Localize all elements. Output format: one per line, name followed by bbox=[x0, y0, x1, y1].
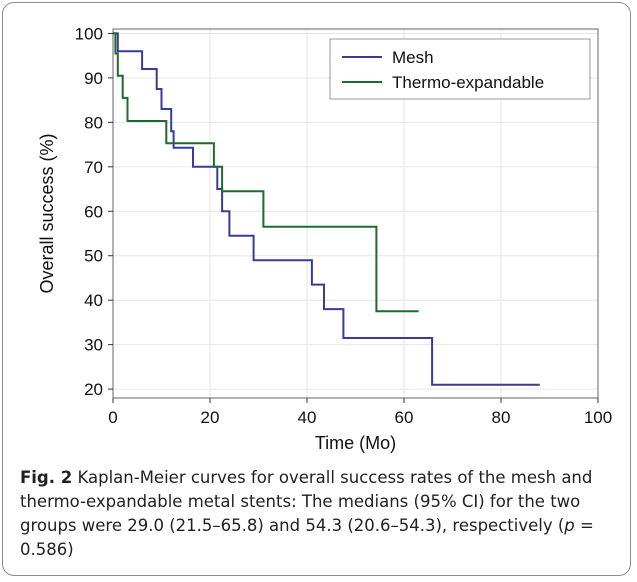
x-tick-label: 100 bbox=[584, 408, 612, 427]
x-tick-label: 0 bbox=[108, 408, 117, 427]
y-tick-label: 30 bbox=[84, 336, 103, 355]
y-tick-label: 70 bbox=[84, 158, 103, 177]
kaplan-meier-chart: 0 20 40 60 80 100 20 30 40 50 60 70 80 90 100 Time (Mo)… bbox=[37, 24, 612, 453]
legend-label: Thermo-expandable bbox=[392, 73, 544, 92]
legend-box bbox=[329, 38, 591, 100]
series-line-thermo-expandable bbox=[113, 32, 419, 313]
figure-caption: Fig. 2 Kaplan-Meier curves for overall s… bbox=[20, 466, 620, 562]
plot-border bbox=[112, 28, 599, 399]
x-axis-label: Time (Mo) bbox=[315, 433, 396, 453]
y-tick-label: 40 bbox=[84, 291, 103, 310]
y-tick-label: 20 bbox=[84, 380, 103, 399]
x-tick-label: 80 bbox=[492, 408, 511, 427]
series-line-mesh bbox=[113, 32, 540, 386]
y-tick-label: 100 bbox=[75, 24, 103, 43]
caption-text: Kaplan-Meier curves for overall success … bbox=[20, 468, 593, 535]
legend-label: Mesh bbox=[392, 48, 434, 67]
y-tick-label: 50 bbox=[84, 247, 103, 266]
x-tick-label: 60 bbox=[395, 408, 414, 427]
x-tick-label: 40 bbox=[298, 408, 317, 427]
y-tick-label: 80 bbox=[84, 113, 103, 132]
y-axis-label: Overall success (%) bbox=[37, 133, 57, 293]
x-tick-label: 20 bbox=[201, 408, 220, 427]
y-tick-label: 90 bbox=[84, 69, 103, 88]
caption-p-symbol: p bbox=[564, 516, 575, 535]
caption-label: Fig. 2 bbox=[20, 468, 73, 487]
y-tick-label: 60 bbox=[84, 202, 103, 221]
caption-text-end: = 0.586) bbox=[20, 516, 594, 559]
